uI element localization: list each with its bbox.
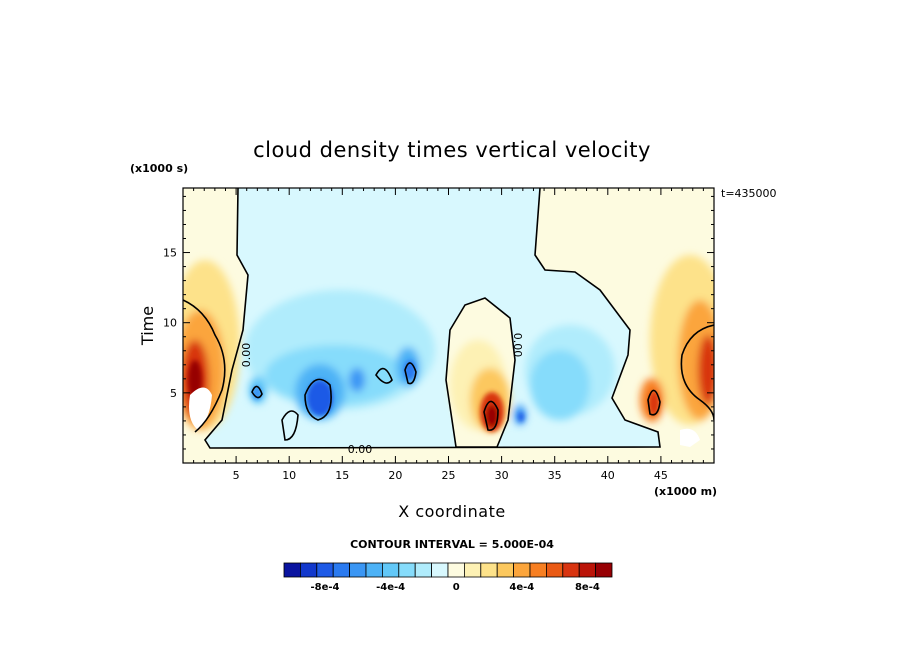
zero-contour-middle — [445, 297, 516, 448]
x-tick-label-5: 5 — [233, 469, 240, 482]
y-tick-label-5: 5 — [170, 387, 177, 400]
colorbar-swatch — [546, 562, 564, 578]
contour-neg-7 — [251, 385, 263, 399]
neg-core-15 — [307, 380, 333, 416]
colorbar-swatch — [381, 562, 400, 578]
x-tick-label-35: 35 — [548, 469, 562, 482]
colorbar-swatch — [398, 562, 416, 578]
x-tick-label-45: 45 — [654, 469, 668, 482]
white-gap-right — [680, 428, 700, 447]
colorbar-swatch — [316, 562, 334, 578]
x-tick-label-40: 40 — [601, 469, 615, 482]
colorbar-swatch — [414, 562, 433, 578]
colorbar-tick-label: -4e-4 — [376, 582, 405, 593]
zero-contour-label-left: 0.00 — [240, 343, 253, 368]
colorbar-swatch — [349, 562, 367, 578]
white-gap-left — [189, 387, 212, 430]
colorbar-tick-label: 4e-4 — [509, 582, 534, 593]
colorbar-swatch — [595, 562, 613, 578]
y-axis-unit: (x1000 s) — [130, 162, 189, 175]
colorbar-tick-label: 8e-4 — [575, 582, 600, 593]
zero-contour-island-a — [281, 410, 299, 441]
zero-contours — [183, 188, 714, 449]
pos-core-29b — [486, 405, 498, 427]
field-layer — [183, 188, 714, 463]
zero-contour-label-middle: 0.00 — [511, 333, 524, 358]
chart-title: cloud density times vertical velocity — [253, 138, 651, 162]
y-tick-label-15: 15 — [163, 247, 177, 260]
axes: 5 10 15 20 25 30 35 40 45 5 10 15 — [163, 188, 714, 482]
colorbar-swatch — [496, 562, 515, 578]
x-axis-label: X coordinate — [398, 502, 506, 521]
contour-pos-45 — [647, 389, 661, 416]
x-tick-label-25: 25 — [442, 469, 456, 482]
colorbar-swatch — [283, 562, 301, 578]
contour-neg-15 — [304, 378, 332, 421]
colorbar-swatch — [431, 562, 449, 578]
contour-labels: 0.00 0.00 0.00 — [240, 333, 524, 456]
contour-neg-21 — [404, 362, 417, 385]
x-tick-label-30: 30 — [495, 469, 509, 482]
x-tick-label-15: 15 — [335, 469, 349, 482]
colorbar-swatch — [529, 562, 547, 578]
colorbar: -8e-4 -4e-4 0 4e-4 8e-4 — [283, 562, 613, 593]
colorbar-swatch — [578, 562, 597, 578]
contour-right-edge — [680, 324, 714, 421]
colorbar-swatch — [463, 562, 482, 578]
contour-interval-label: CONTOUR INTERVAL = 5.000E-04 — [350, 538, 554, 551]
colorbar-swatch — [299, 562, 318, 578]
time-annotation: t=435000 — [721, 187, 777, 200]
colorbar-tick-label: 0 — [453, 582, 460, 593]
colorbar-swatch — [365, 562, 383, 578]
x-tick-label-20: 20 — [388, 469, 402, 482]
colorbar-tick-label: -8e-4 — [311, 582, 340, 593]
colorbar-swatch — [447, 562, 465, 578]
x-axis-unit: (x1000 m) — [654, 485, 718, 498]
zero-contour-main — [204, 188, 661, 449]
colorbar-swatch — [480, 562, 498, 578]
colorbar-swatch — [513, 562, 531, 578]
neg-blob-d — [530, 350, 590, 420]
pos-core-45 — [649, 391, 659, 415]
zero-contour-island-b — [375, 367, 393, 384]
x-tick-label-10: 10 — [282, 469, 296, 482]
contour-pos-29 — [483, 400, 499, 431]
zero-contour-label-bottom: 0.00 — [348, 443, 373, 456]
pos-blob-right-3 — [698, 335, 714, 405]
y-tick-label-10: 10 — [163, 317, 177, 330]
neg-blob-h — [349, 368, 365, 392]
colorbar-swatch — [562, 562, 580, 578]
neg-core-31 — [518, 412, 524, 422]
contour-left-edge — [183, 299, 226, 433]
colorbar-swatch — [332, 562, 351, 578]
